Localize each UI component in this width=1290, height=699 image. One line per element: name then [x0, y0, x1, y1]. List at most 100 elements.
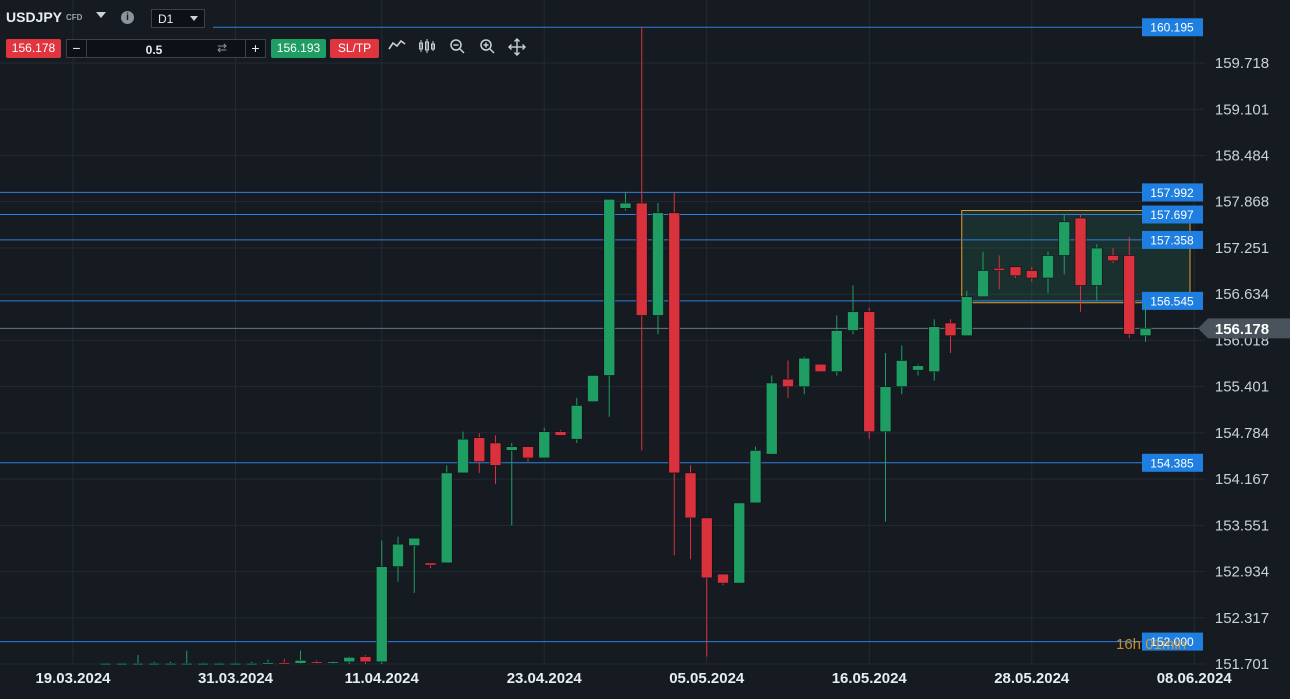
candle-body	[652, 212, 664, 316]
candle-body	[424, 562, 437, 566]
price-tick-label: 157.251	[1215, 240, 1269, 257]
candle	[814, 363, 827, 373]
candle-body	[278, 662, 291, 665]
candle-body	[814, 363, 827, 373]
candle	[538, 427, 551, 459]
candle	[197, 662, 209, 666]
candle-body	[180, 663, 193, 666]
candle-body	[343, 657, 356, 663]
candle	[782, 360, 794, 398]
candle	[327, 661, 339, 664]
candle	[847, 285, 859, 335]
candle	[879, 352, 892, 522]
candle-countdown: 16h 01min	[1116, 636, 1186, 653]
chevron-down-icon	[190, 16, 198, 21]
candle-body	[765, 382, 778, 455]
candle	[570, 397, 583, 443]
candle-body	[619, 202, 632, 209]
candle-body	[262, 662, 274, 665]
timeframe-select[interactable]: D1	[151, 9, 205, 28]
chart-grid	[0, 0, 1205, 665]
candle-body	[603, 198, 616, 376]
time-tick-label: 08.06.2024	[1157, 670, 1233, 687]
candle-body	[895, 360, 908, 388]
price-tick-label: 152.934	[1215, 564, 1269, 581]
horizontal-levels[interactable]: 160.195 157.992 157.697 157.358 156.545 154.3…	[0, 18, 1205, 651]
candles	[99, 26, 1152, 666]
price-axis: 159.718 159.101 158.484 157.868 157.251 156.6…	[1116, 0, 1290, 699]
zoom-out-icon[interactable]	[446, 38, 468, 58]
candle-body	[359, 656, 372, 663]
level-price-label: 156.545	[1150, 294, 1194, 308]
candle	[424, 562, 437, 569]
timeframe-value: D1	[158, 12, 174, 26]
candle-body	[522, 446, 534, 459]
price-tick-label: 155.401	[1215, 379, 1269, 396]
candle	[863, 307, 876, 440]
candle	[213, 662, 226, 666]
candle-body	[245, 663, 258, 666]
symbol-name[interactable]: USDJPY	[6, 9, 63, 25]
time-tick-label: 31.03.2024	[198, 670, 274, 687]
candle-body	[538, 431, 551, 459]
price-tick-label: 152.317	[1215, 610, 1269, 627]
level-price-tag	[1142, 205, 1203, 224]
time-tick-label: 23.04.2024	[507, 670, 583, 687]
price-tick-label: 158.484	[1215, 148, 1269, 165]
sell-button[interactable]: 156.178	[6, 39, 61, 58]
increase-quantity-button[interactable]: +	[245, 40, 265, 57]
quantity-input[interactable]	[87, 40, 221, 59]
zoom-in-icon[interactable]	[476, 38, 498, 58]
buy-button[interactable]: 156.193	[271, 39, 326, 58]
candle	[798, 356, 811, 395]
sltp-button[interactable]: SL/TP	[330, 39, 379, 58]
candle-body	[977, 270, 989, 298]
candle-body	[798, 357, 811, 388]
candle	[359, 655, 372, 664]
candle-body	[310, 661, 323, 664]
symbol-type: CFD	[66, 13, 83, 22]
candle-body	[1074, 217, 1087, 286]
indicators-icon[interactable]	[416, 38, 438, 58]
price-tick-label: 153.551	[1215, 517, 1269, 534]
candle-body	[684, 472, 697, 519]
level-price-tag	[1142, 632, 1203, 651]
price-tick-label: 157.868	[1215, 194, 1269, 211]
candle-body	[554, 431, 567, 436]
candle-body	[960, 296, 973, 337]
toolbar: USDJPY CFD i D1 156.178 − ⇄ + 156.193 SL…	[0, 0, 560, 62]
price-tick-label: 156.634	[1215, 286, 1269, 303]
candle	[132, 655, 144, 666]
candle	[928, 319, 941, 381]
candle-body	[782, 378, 794, 388]
price-tick-label: 159.101	[1215, 101, 1269, 118]
candle	[587, 375, 599, 402]
candle-body	[1009, 266, 1022, 277]
decrease-quantity-button[interactable]: −	[67, 40, 87, 57]
candle-body	[1090, 247, 1103, 286]
candle-body	[733, 502, 746, 584]
swap-icon[interactable]: ⇄	[217, 41, 228, 55]
price-tick-label: 151.701	[1215, 656, 1269, 673]
move-icon[interactable]	[506, 38, 528, 58]
candle-body	[717, 573, 729, 584]
candle	[1139, 304, 1152, 342]
candle	[522, 446, 534, 462]
info-icon[interactable]: i	[121, 11, 134, 24]
candle	[944, 319, 957, 353]
symbol-dropdown-icon[interactable]	[96, 12, 106, 18]
candle	[960, 290, 973, 337]
level-price-label: 157.697	[1150, 208, 1194, 222]
candle	[684, 465, 697, 560]
level-price-tag	[1142, 183, 1203, 202]
candle	[164, 661, 177, 666]
candle	[765, 375, 778, 455]
candle	[977, 251, 989, 298]
quantity-stepper: − ⇄ +	[66, 39, 266, 59]
line-chart-icon[interactable]	[386, 38, 408, 58]
candle-body	[1058, 221, 1071, 256]
candle	[115, 663, 128, 666]
candle-body	[164, 663, 177, 666]
candle	[603, 198, 616, 417]
